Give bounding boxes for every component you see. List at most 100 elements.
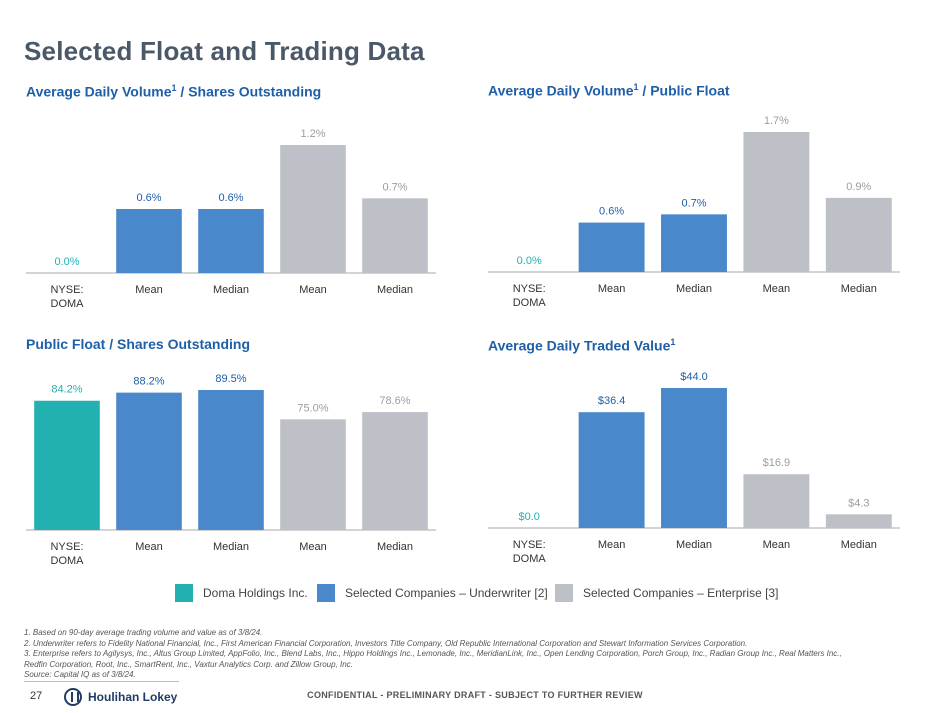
data-label: $16.9 bbox=[763, 457, 791, 469]
data-label: 78.6% bbox=[379, 395, 410, 407]
category-label: Median bbox=[676, 539, 712, 551]
category-label: Mean bbox=[135, 541, 163, 553]
category-label: Mean bbox=[598, 539, 626, 551]
category-label: NYSE: bbox=[50, 541, 83, 553]
category-label: DOMA bbox=[513, 553, 547, 565]
chart-title-adv-shares: Average Daily Volume1 / Shares Outstandi… bbox=[26, 83, 321, 100]
footnote-3: 3. Enterprise refers to Agilysys, Inc., … bbox=[24, 649, 842, 658]
data-label: $4.3 bbox=[848, 497, 869, 509]
bar-enterprise bbox=[825, 514, 892, 528]
legend-item-doma: Doma Holdings Inc. bbox=[175, 581, 308, 605]
chart-title-sup: 1 bbox=[670, 337, 676, 347]
legend-label: Selected Companies – Enterprise [3] bbox=[583, 586, 779, 600]
data-label: 0.6% bbox=[599, 206, 624, 218]
data-label: 88.2% bbox=[133, 376, 164, 388]
bar-enterprise bbox=[362, 412, 428, 530]
chart-title-text: Public Float / Shares Outstanding bbox=[26, 336, 251, 352]
data-label: 75.0% bbox=[297, 402, 328, 414]
company-logo: Houlihan Lokey bbox=[64, 688, 177, 706]
category-label: Mean bbox=[763, 539, 791, 551]
chart-title-adtv: Average Daily Traded Value1 bbox=[488, 337, 675, 354]
category-label: DOMA bbox=[513, 297, 547, 309]
chart-title-text: Average Daily Volume bbox=[488, 82, 634, 99]
bar-enterprise bbox=[743, 132, 810, 272]
chart-title-float-shares: Public Float / Shares Outstanding bbox=[26, 336, 250, 352]
data-label: 0.6% bbox=[218, 192, 243, 204]
legend-item-underwriter: Selected Companies – Underwriter [2] bbox=[317, 581, 548, 605]
chart-title-rest: / Shares Outstanding bbox=[176, 83, 322, 100]
data-label: 84.2% bbox=[51, 384, 82, 396]
footnote-source: Source: Capital IQ as of 3/8/24. bbox=[24, 670, 136, 679]
chart-title-text: Average Daily Traded Value bbox=[488, 337, 671, 354]
category-label: Median bbox=[841, 283, 877, 295]
bar-underwriter bbox=[578, 222, 645, 272]
chart-title-adv-float: Average Daily Volume1 / Public Float bbox=[488, 82, 730, 99]
chart-title-rest: / Public Float bbox=[638, 82, 730, 99]
legend-swatch-enterprise bbox=[555, 584, 573, 602]
bar-enterprise bbox=[825, 197, 892, 272]
bar-enterprise bbox=[280, 145, 346, 273]
data-label: 0.9% bbox=[846, 181, 871, 193]
logo-icon bbox=[64, 688, 82, 706]
bar-enterprise bbox=[362, 198, 428, 273]
bar-doma bbox=[34, 400, 100, 530]
chart-title-text: Average Daily Volume bbox=[26, 83, 172, 100]
footnote-1: 1. Based on 90-day average trading volum… bbox=[24, 628, 263, 637]
legend-swatch-doma bbox=[175, 584, 193, 602]
bar-underwriter bbox=[661, 388, 727, 528]
category-label: Median bbox=[377, 541, 413, 553]
footer-divider bbox=[24, 681, 179, 682]
bar-underwriter bbox=[198, 209, 264, 273]
bar-underwriter bbox=[661, 214, 727, 272]
data-label: 0.7% bbox=[681, 197, 706, 209]
legend-label: Selected Companies – Underwriter [2] bbox=[345, 586, 548, 600]
chart-adv-public-float: 0.0% NYSE: DOMA 0.6% Mean 0.7% Median 1.7% Mean 0… bbox=[488, 115, 900, 309]
category-label: Mean bbox=[598, 283, 626, 295]
category-label: Mean bbox=[299, 284, 327, 296]
confidential-notice: CONFIDENTIAL - PRELIMINARY DRAFT - SUBJE… bbox=[307, 690, 643, 700]
data-label: 0.0% bbox=[54, 256, 79, 268]
chart-avg-daily-traded-value: $0.0 NYSE: DOMA $36.4 Mean $44.0 Median $16.9 Me… bbox=[488, 371, 900, 565]
bar-underwriter bbox=[578, 412, 645, 528]
category-label: DOMA bbox=[51, 298, 85, 310]
page-number: 27 bbox=[30, 690, 43, 702]
category-label: Mean bbox=[135, 284, 163, 296]
data-label: 0.0% bbox=[517, 255, 542, 267]
footnotes: 1. Based on 90-day average trading volum… bbox=[24, 628, 924, 681]
bar-enterprise bbox=[743, 474, 810, 528]
chart-title-sup: 1 bbox=[171, 83, 177, 93]
chart-public-float-shares: 84.2% NYSE: DOMA 88.2% Mean 89.5% Median 75.0% M… bbox=[26, 373, 436, 567]
page-title: Selected Float and Trading Data bbox=[24, 36, 425, 66]
legend-item-enterprise: Selected Companies – Enterprise [3] bbox=[555, 581, 778, 605]
data-label: 0.6% bbox=[136, 192, 161, 204]
category-label: Median bbox=[841, 539, 877, 551]
data-label: 1.2% bbox=[300, 128, 325, 140]
category-label: Median bbox=[213, 284, 249, 296]
data-label: $0.0 bbox=[518, 511, 539, 523]
data-label: $44.0 bbox=[680, 371, 708, 383]
category-label: Mean bbox=[763, 283, 791, 295]
bar-underwriter bbox=[116, 209, 182, 273]
data-label: 89.5% bbox=[215, 373, 246, 385]
data-label: $36.4 bbox=[598, 395, 626, 407]
footnote-3-cont: Redfin Corporation, Root, Inc., SmartRen… bbox=[24, 659, 353, 669]
category-label: Mean bbox=[299, 541, 327, 553]
category-label: Median bbox=[377, 284, 413, 296]
data-label: 1.7% bbox=[764, 115, 789, 127]
bar-underwriter bbox=[198, 390, 264, 530]
data-label: 0.7% bbox=[382, 181, 407, 193]
logo-text: Houlihan Lokey bbox=[88, 690, 178, 704]
bar-enterprise bbox=[280, 419, 346, 530]
bar-underwriter bbox=[116, 392, 182, 530]
category-label: DOMA bbox=[51, 555, 85, 567]
category-label: Median bbox=[213, 541, 249, 553]
chart-adv-shares-outstanding: 0.0% NYSE: DOMA 0.6% Mean 0.6% Median 1.2% Mean 0… bbox=[26, 128, 436, 310]
category-label: NYSE: bbox=[50, 284, 83, 296]
legend-swatch-underwriter bbox=[317, 584, 335, 602]
category-label: NYSE: bbox=[513, 539, 546, 551]
chart-title-sup: 1 bbox=[633, 82, 639, 92]
footnote-2: 2. Underwriter refers to Fidelity Nation… bbox=[24, 638, 748, 648]
category-label: Median bbox=[676, 283, 712, 295]
category-label: NYSE: bbox=[513, 283, 546, 295]
legend-label: Doma Holdings Inc. bbox=[203, 586, 308, 600]
